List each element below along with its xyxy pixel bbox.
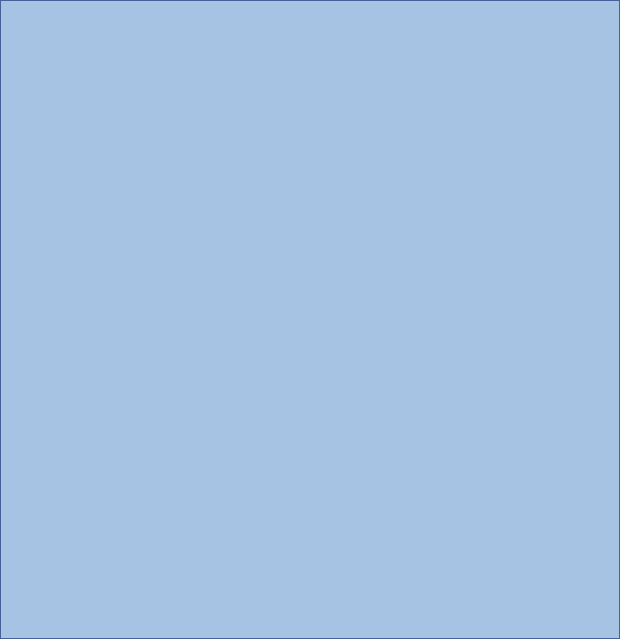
chart-header: [1, 1, 619, 39]
